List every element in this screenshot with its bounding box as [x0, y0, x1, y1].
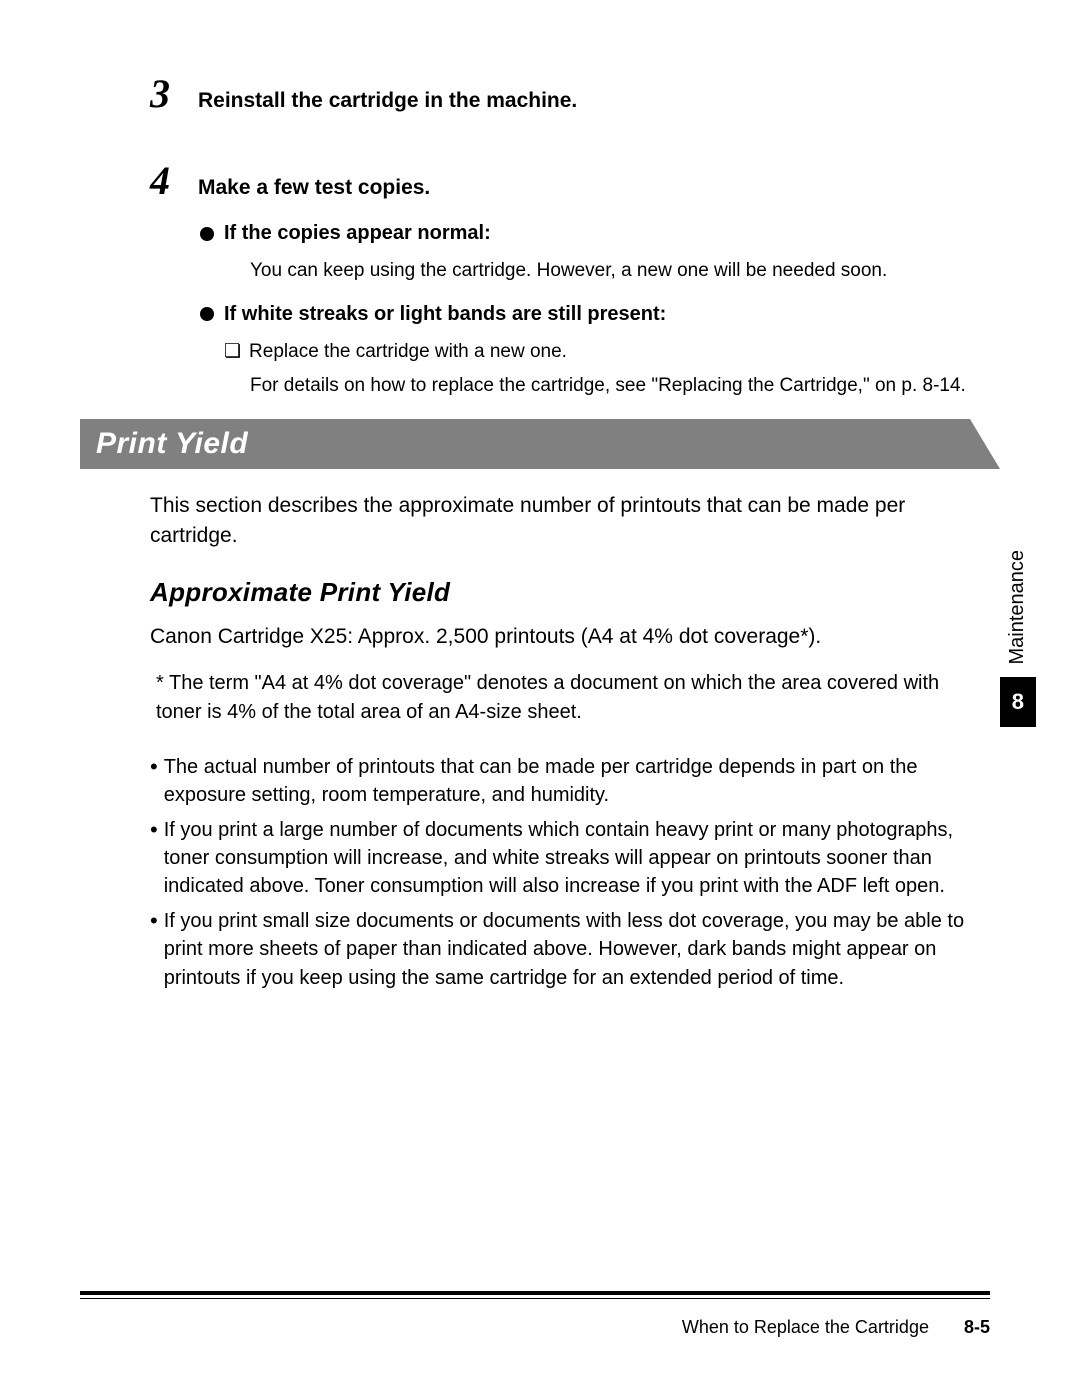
side-label: Maintenance	[1006, 550, 1029, 665]
footer-divider-thin	[80, 1298, 990, 1299]
footer: When to Replace the Cartridge 8-5	[80, 1291, 990, 1338]
section-banner-text: Print Yield	[96, 427, 248, 460]
list-item-text: If you print small size documents or doc…	[164, 907, 990, 992]
footer-divider-thick	[80, 1291, 990, 1295]
bullet-dot-icon: •	[150, 816, 158, 901]
step-3-text: Reinstall the cartridge in the machine.	[198, 89, 577, 113]
bullet-streaks-heading-text: If white streaks or light bands are stil…	[224, 303, 666, 326]
list-item: • If you print small size documents or d…	[150, 907, 990, 992]
side-tab: Maintenance 8	[1000, 550, 1036, 727]
bullet-normal-heading: If the copies appear normal:	[200, 222, 990, 245]
bullet-normal-body: You can keep using the cartridge. Howeve…	[250, 257, 990, 285]
bullet-streaks-sub: ❏ Replace the cartridge with a new one.	[224, 338, 990, 367]
yield-text: Canon Cartridge X25: Approx. 2,500 print…	[150, 622, 990, 652]
bullet-normal: If the copies appear normal: You can kee…	[200, 222, 990, 285]
step-4-number: 4	[150, 157, 180, 204]
note-text: * The term "A4 at 4% dot coverage" denot…	[150, 669, 990, 727]
step-3-number: 3	[150, 70, 180, 117]
list-item: • The actual number of printouts that ca…	[150, 753, 990, 810]
bullet-circle-icon	[200, 227, 214, 241]
bullet-normal-heading-text: If the copies appear normal:	[224, 222, 491, 245]
footer-text-row: When to Replace the Cartridge 8-5	[80, 1317, 990, 1338]
side-chapter-number: 8	[1000, 677, 1036, 727]
list-item-text: The actual number of printouts that can …	[164, 753, 990, 810]
footer-page-number: 8-5	[964, 1317, 990, 1337]
section-banner: Print Yield	[80, 419, 1000, 469]
step-4-row: 4 Make a few test copies.	[150, 157, 990, 204]
bullet-streaks-detail: For details on how to replace the cartri…	[250, 372, 990, 401]
footer-section-title: When to Replace the Cartridge	[682, 1317, 929, 1337]
bullet-streaks: If white streaks or light bands are stil…	[200, 303, 990, 401]
step-3-row: 3 Reinstall the cartridge in the machine…	[150, 70, 990, 117]
bullet-streaks-heading: If white streaks or light bands are stil…	[200, 303, 990, 326]
section-intro: This section describes the approximate n…	[150, 491, 990, 552]
bullet-dot-icon: •	[150, 907, 158, 992]
list-item: • If you print a large number of documen…	[150, 816, 990, 901]
list-item-text: If you print a large number of documents…	[164, 816, 990, 901]
bullet-circle-icon	[200, 307, 214, 321]
step-4-text: Make a few test copies.	[198, 176, 430, 200]
checkbox-icon: ❏	[224, 338, 241, 367]
subsection-heading: Approximate Print Yield	[150, 577, 990, 608]
bullet-dot-icon: •	[150, 753, 158, 810]
bullet-list: • The actual number of printouts that ca…	[150, 753, 990, 992]
bullet-streaks-sub-text: Replace the cartridge with a new one.	[249, 338, 567, 367]
